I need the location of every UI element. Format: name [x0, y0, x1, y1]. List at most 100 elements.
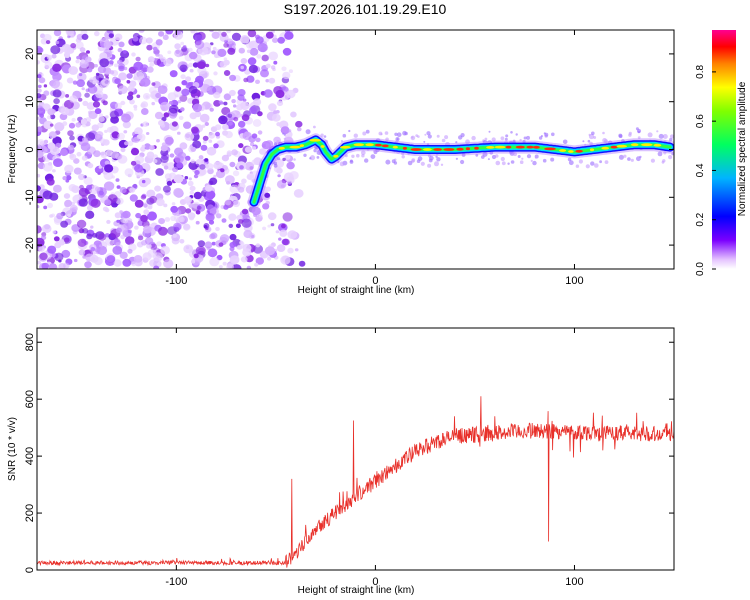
trace-noise — [578, 159, 584, 164]
noise-blob — [147, 56, 155, 63]
noise-blob — [229, 246, 235, 252]
noise-blob — [37, 185, 41, 192]
noise-blob — [118, 63, 125, 70]
trace-peak — [610, 145, 618, 149]
noise-blob — [133, 71, 144, 81]
noise-blob — [90, 198, 101, 208]
trace-peak — [333, 154, 339, 158]
noise-blob — [86, 184, 93, 191]
noise-blob — [78, 97, 83, 102]
chart-title: S197.2026.101.19.29.E10 — [284, 1, 447, 17]
noise-blob — [89, 77, 95, 83]
noise-blob — [93, 150, 101, 158]
noise-blob — [46, 115, 52, 120]
noise-blob — [245, 41, 255, 49]
noise-blob — [294, 248, 299, 252]
trace-noise — [668, 155, 673, 160]
noise-blob — [82, 100, 89, 106]
noise-blob — [131, 52, 136, 57]
noise-blob — [182, 223, 191, 231]
noise-blob — [191, 259, 196, 264]
trace-noise — [544, 132, 549, 137]
trace-peak — [601, 146, 610, 150]
trace-noise — [623, 154, 627, 158]
noise-blob — [95, 247, 101, 253]
noise-blob — [106, 30, 114, 34]
noise-blob — [229, 161, 236, 168]
noise-blob — [142, 121, 149, 127]
trace-noise — [411, 158, 416, 163]
trace-noise — [269, 167, 271, 170]
noise-blob — [265, 63, 271, 69]
noise-blob — [211, 31, 220, 39]
trace-noise — [630, 158, 634, 162]
noise-blob — [255, 243, 261, 248]
noise-blob — [222, 124, 229, 131]
noise-blob — [265, 186, 271, 192]
noise-blob — [154, 97, 160, 103]
noise-blob — [53, 236, 60, 242]
trace-noise — [599, 160, 602, 164]
noise-blob — [135, 56, 141, 62]
noise-blob — [76, 151, 82, 157]
noise-blob — [69, 204, 78, 213]
noise-blob — [237, 186, 245, 193]
noise-blob — [192, 103, 203, 113]
trace-noise — [316, 156, 320, 159]
trace-noise — [337, 160, 340, 164]
trace-noise — [424, 133, 427, 136]
noise-blob — [179, 239, 185, 244]
trace-noise — [427, 163, 432, 168]
noise-blob — [282, 71, 291, 80]
y-tick-label: 0 — [24, 146, 36, 152]
noise-blob — [48, 263, 57, 269]
noise-blob — [134, 199, 144, 208]
noise-blob — [160, 245, 170, 255]
trace-peak — [533, 145, 540, 149]
noise-blob — [206, 146, 217, 156]
noise-blob — [223, 204, 229, 210]
trace-noise — [288, 129, 292, 133]
noise-blob — [286, 161, 295, 170]
trace-noise — [313, 125, 316, 129]
noise-blob — [151, 82, 156, 86]
noise-blob — [117, 59, 123, 65]
noise-blob — [199, 164, 206, 170]
noise-blob — [251, 206, 261, 216]
noise-blob — [174, 94, 179, 98]
noise-blob — [141, 179, 146, 184]
noise-blob — [205, 213, 215, 222]
noise-blob — [103, 41, 112, 49]
noise-blob — [223, 70, 231, 76]
noise-blob — [252, 119, 262, 127]
noise-blob — [246, 49, 251, 54]
noise-blob — [155, 92, 162, 99]
noise-blob — [231, 99, 236, 104]
noise-blob — [279, 229, 288, 237]
snr-series-line — [37, 396, 674, 568]
noise-blob — [249, 166, 254, 170]
noise-blob — [59, 148, 68, 157]
noise-blob — [188, 62, 194, 68]
trace-noise — [434, 161, 439, 167]
noise-blob — [163, 112, 170, 118]
noise-blob — [65, 94, 70, 98]
noise-blob — [268, 77, 276, 84]
noise-blob — [213, 71, 218, 76]
noise-blob — [112, 245, 123, 255]
trace-peak — [289, 145, 301, 149]
noise-blob — [129, 187, 136, 193]
noise-blob — [282, 212, 293, 222]
noise-blob — [242, 131, 252, 141]
noise-blob — [116, 219, 120, 223]
x-tick-label: 0 — [372, 576, 378, 588]
trace-peak — [653, 143, 662, 147]
noise-blob — [75, 122, 82, 128]
noise-blob — [104, 208, 110, 213]
trace-noise — [361, 154, 365, 158]
trace-noise — [416, 159, 421, 163]
noise-blob — [88, 110, 98, 120]
noise-blob — [130, 160, 137, 166]
noise-blob — [170, 205, 179, 213]
noise-blob — [275, 89, 285, 99]
